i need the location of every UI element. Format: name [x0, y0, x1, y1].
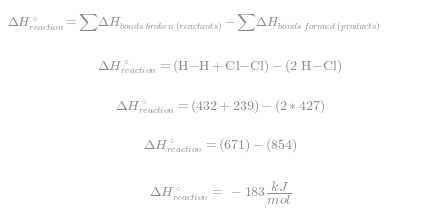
- Text: $\Delta H^\circ_{reaction} = (432 + 239) - (2 * 427)$: $\Delta H^\circ_{reaction} = (432 + 239)…: [115, 98, 325, 116]
- Text: $\Delta H^\circ_{reaction} = (\mathrm{H{-}H + Cl{-}Cl}) - (2\ \mathrm{H{-}Cl})$: $\Delta H^\circ_{reaction} = (\mathrm{H{…: [98, 58, 342, 76]
- Text: $\Delta H^\circ_{reaction} = (671) - (854)$: $\Delta H^\circ_{reaction} = (671) - (85…: [143, 137, 297, 155]
- Text: $\Delta H^\circ_{reaction} =\ -183\,\dfrac{kJ}{mol}$: $\Delta H^\circ_{reaction} =\ -183\,\dfr…: [149, 180, 291, 207]
- Text: $\Delta H^\circ_{reaction} = \sum \Delta H_{bonds\ broken\ (reactants)} - \sum \: $\Delta H^\circ_{reaction} = \sum \Delta…: [7, 13, 380, 33]
